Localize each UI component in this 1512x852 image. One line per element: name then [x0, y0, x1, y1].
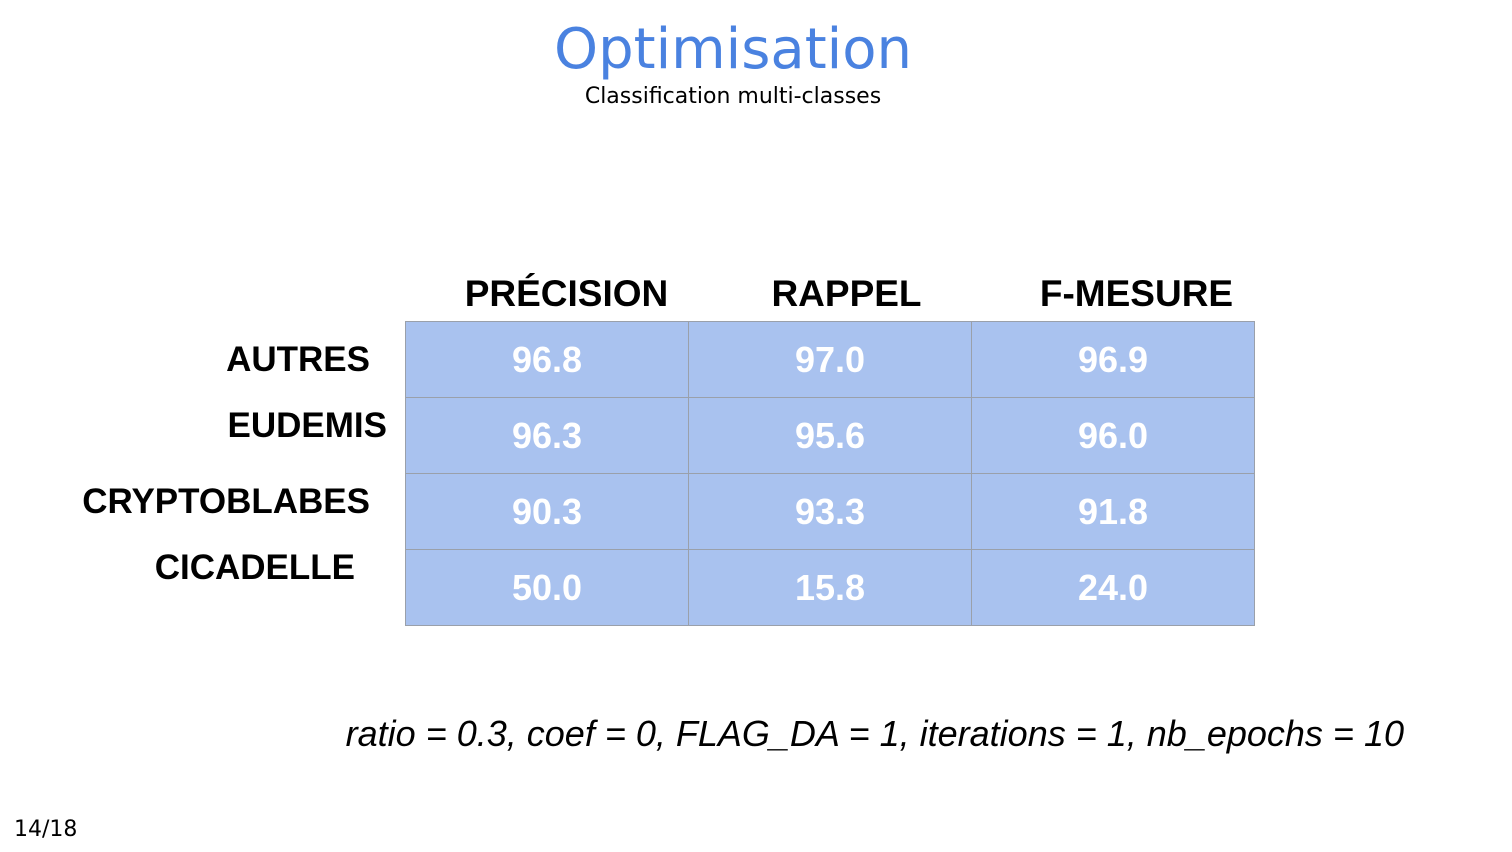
table-cell: 97.0 [689, 322, 972, 398]
table-cell: 15.8 [689, 550, 972, 626]
row-label-cryptoblabes: CRYPTOBLABES [82, 482, 370, 521]
row-label-autres: AUTRES [226, 340, 370, 379]
table-cell: 24.0 [972, 550, 1255, 626]
column-header-precision: PRÉCISION [464, 273, 669, 314]
table-cell: 95.6 [689, 398, 972, 474]
table-cell: 96.3 [406, 398, 689, 474]
row-label-cicadelle: CICADELLE [154, 548, 355, 587]
table-cell: 93.3 [689, 474, 972, 550]
table-cell: 96.0 [972, 398, 1255, 474]
column-header-f-mesure: F-MESURE [1039, 273, 1234, 314]
table-cell: 91.8 [972, 474, 1255, 550]
hyperparameters-text: ratio = 0.3, coef = 0, FLAG_DA = 1, iter… [345, 713, 1404, 754]
table-cell: 50.0 [406, 550, 689, 626]
page-number: 14/18 [14, 817, 78, 842]
slide-subtitle: Classification multi-classes [584, 84, 882, 109]
table-cell: 96.9 [972, 322, 1255, 398]
results-table: 96.8 97.0 96.9 96.3 95.6 96.0 90.3 93.3 … [405, 321, 1255, 626]
table-cell: 96.8 [406, 322, 689, 398]
column-header-rappel: RAPPEL [771, 273, 922, 314]
table-cell: 90.3 [406, 474, 689, 550]
row-label-eudemis: EUDEMIS [227, 406, 387, 445]
slide-title: Optimisation [553, 17, 912, 82]
